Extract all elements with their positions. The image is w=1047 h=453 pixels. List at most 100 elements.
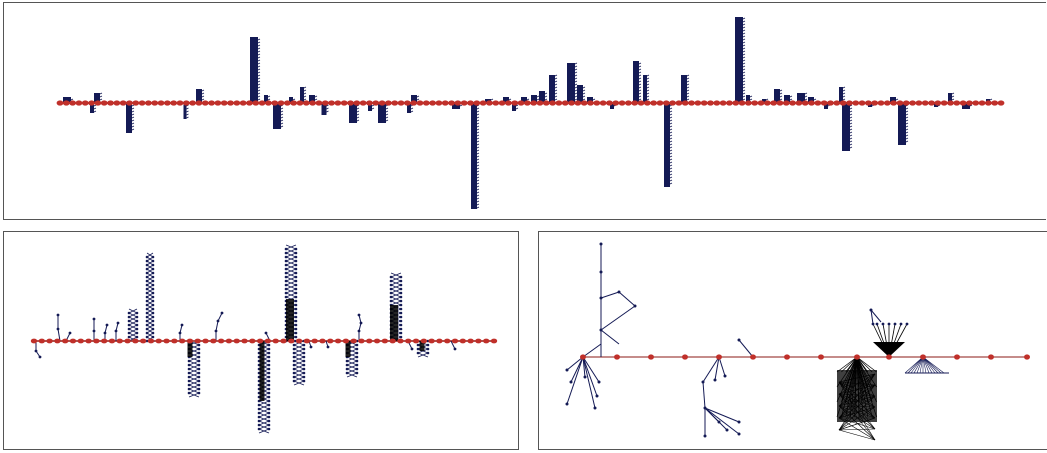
spine-node [784, 354, 790, 360]
chain-tick [476, 191, 480, 194]
bar-cluster [196, 89, 202, 103]
tree-down-node [292, 347, 296, 351]
spine-node [227, 100, 234, 106]
spine-node [682, 354, 688, 360]
spine-node [296, 100, 304, 106]
chain-tick [554, 89, 558, 92]
spine-node [132, 100, 140, 106]
spine-node [648, 354, 654, 360]
tree-down-node [197, 375, 201, 379]
spine-node [719, 100, 727, 106]
spine-node [587, 100, 594, 106]
spine-node [119, 100, 127, 106]
tree-up-node [399, 291, 403, 295]
fan-edge [718, 356, 726, 377]
tree-down-edge [188, 380, 200, 386]
tree-down-node [355, 355, 359, 359]
tree-down-node [302, 347, 306, 351]
tree-up-node [151, 327, 155, 331]
chain-tick [849, 143, 853, 146]
tree-down-edge [293, 348, 305, 354]
hub-node [881, 322, 885, 326]
tree-up-node [151, 255, 155, 259]
tree-up-node [399, 299, 403, 303]
tree-up-node [127, 323, 131, 327]
spine-node [429, 100, 437, 106]
chain-tick [554, 83, 558, 86]
bar-cluster [587, 97, 593, 103]
bar-cluster [521, 97, 527, 103]
tree-down-edge [293, 376, 305, 382]
spine-node [954, 354, 960, 360]
spine-node [69, 338, 77, 344]
chain-tick [131, 128, 135, 131]
tree-down-node [257, 423, 261, 427]
spine-node [854, 354, 860, 360]
chain-tick [186, 116, 189, 119]
chain-tick [582, 98, 586, 101]
chain-tick [476, 167, 480, 170]
bar-cluster [567, 63, 575, 103]
spine-node [201, 100, 209, 106]
tree-down-node [267, 351, 271, 355]
chain-tick [257, 47, 261, 50]
chain-tick [765, 98, 769, 101]
bar-cluster [273, 103, 281, 129]
chain-tick [989, 98, 993, 101]
spine-node [997, 100, 1005, 106]
chain-tick [669, 173, 673, 176]
tree-up-node [389, 275, 393, 279]
spine-node [776, 100, 784, 106]
spine-node [833, 100, 841, 106]
spine-node [656, 100, 664, 106]
spine-node [385, 100, 392, 106]
tree-up-node [145, 275, 149, 279]
tree-down-node [267, 399, 271, 403]
hub-node [887, 322, 891, 326]
spine-node [763, 100, 771, 106]
tree-up-node [294, 259, 298, 263]
tree-down-node [257, 427, 261, 431]
chain-tick [476, 125, 480, 128]
tree-down-node [197, 383, 201, 387]
chain-tick [371, 107, 375, 110]
tree-down-node [257, 411, 261, 415]
tree-up-node [145, 295, 149, 299]
spine-node [827, 100, 834, 106]
tree-down-node [302, 367, 306, 371]
tree-edge [738, 339, 754, 358]
chain-tick [554, 74, 558, 77]
bar-cluster [250, 37, 258, 103]
spine-node [459, 338, 467, 344]
bar-cluster [349, 103, 357, 123]
spine-node [46, 338, 53, 344]
tree-up-node [389, 295, 393, 299]
chain-tick [905, 137, 909, 140]
chain-tick [93, 107, 97, 110]
tree-down-edge [188, 356, 200, 362]
spine-node [389, 338, 396, 344]
chain-tick [476, 185, 480, 188]
fan-node [583, 375, 587, 379]
bar-cluster [264, 95, 268, 103]
chain-tick [849, 125, 853, 128]
chain-tick [476, 146, 480, 149]
tree-down-edge [258, 416, 270, 422]
chain-tick [742, 47, 746, 50]
tree-down-node [197, 391, 201, 395]
tree-down-node [302, 375, 306, 379]
chain-tick [646, 98, 650, 101]
chain-node [309, 345, 313, 349]
chain-tick [849, 137, 853, 140]
spine-node [517, 100, 525, 106]
chain-tick [257, 68, 261, 71]
tree-up-edge [128, 308, 138, 314]
bar-cluster [890, 97, 896, 103]
bar-cluster [735, 17, 743, 103]
spine-node [738, 100, 746, 106]
tree-down-edge [293, 380, 305, 386]
tree-down-node [416, 351, 420, 355]
chain-tick [476, 110, 480, 113]
bar-cluster [808, 97, 814, 103]
spine-node [288, 338, 295, 344]
